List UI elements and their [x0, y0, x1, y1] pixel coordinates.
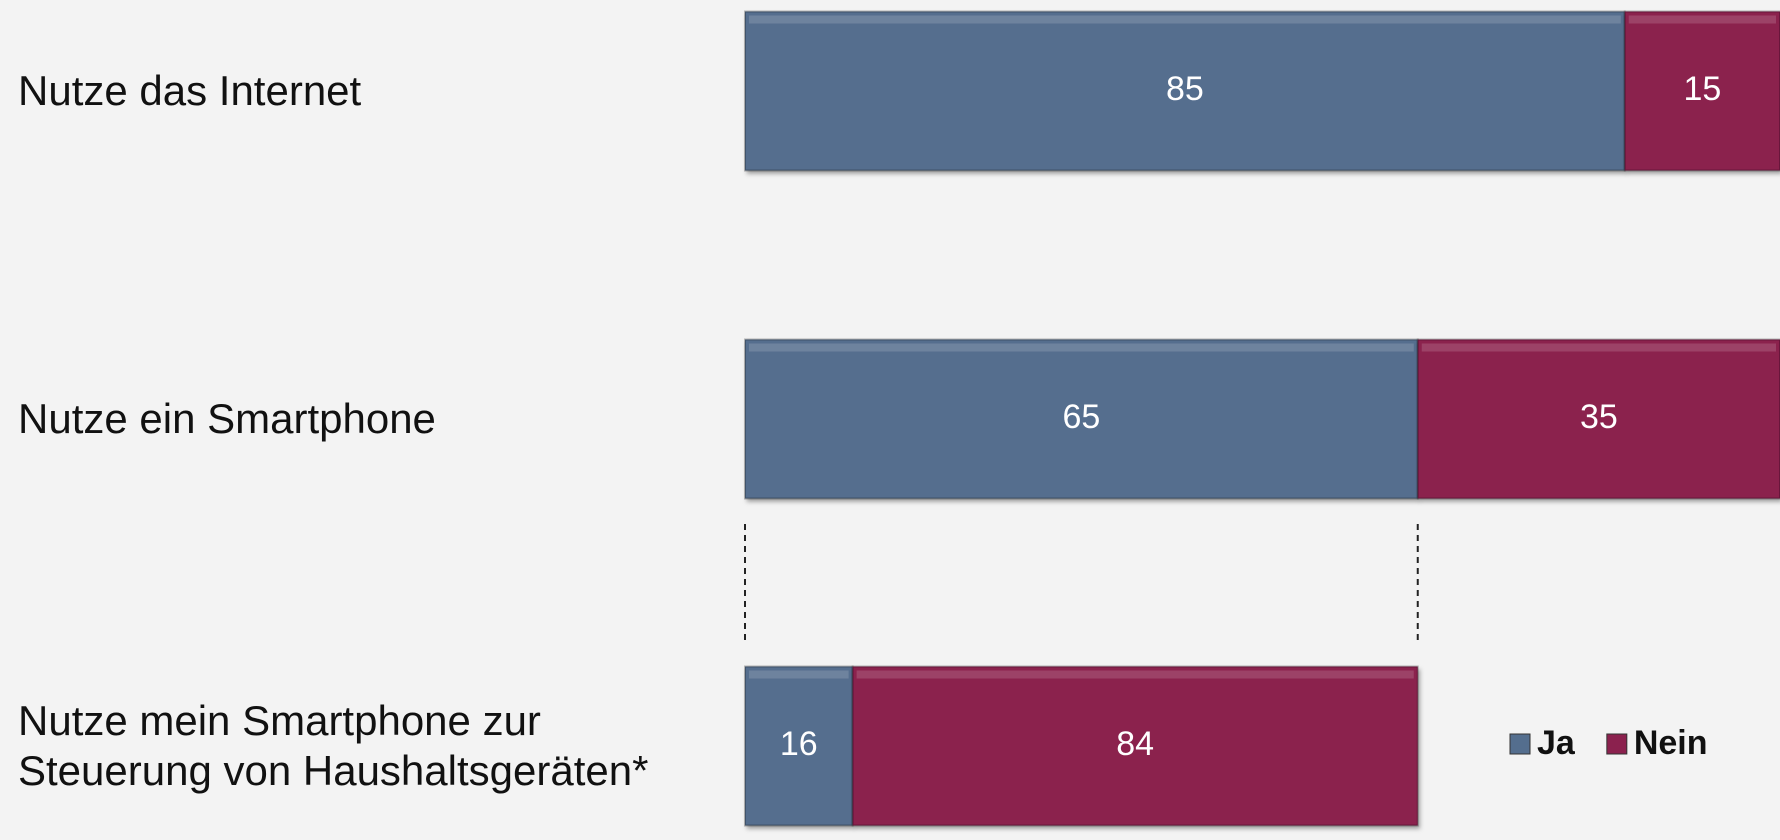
bar-highlight — [749, 343, 1414, 352]
category-label: Nutze das Internet — [18, 66, 362, 114]
data-label: 15 — [1683, 70, 1721, 108]
data-label: 16 — [780, 725, 818, 763]
data-label: 35 — [1580, 398, 1618, 436]
legend-swatch — [1606, 733, 1628, 755]
bar-segment — [1416, 338, 1780, 500]
legend-label: Nein — [1634, 724, 1708, 762]
bar-highlight — [749, 15, 1621, 24]
legend-swatch — [1509, 733, 1531, 755]
bar-segment — [744, 338, 1419, 500]
bar-segment — [744, 665, 854, 827]
data-label: 85 — [1166, 70, 1204, 108]
bar-highlight — [749, 670, 849, 679]
data-label: 84 — [1116, 725, 1154, 763]
bar-segment — [744, 10, 1626, 172]
bar-segment — [851, 665, 1419, 827]
bar-highlight — [1628, 15, 1776, 24]
category-label: Nutze ein Smartphone — [18, 394, 436, 442]
bar-segment — [1623, 10, 1780, 172]
bar-highlight — [1421, 343, 1776, 352]
bar-highlight — [856, 670, 1414, 679]
legend-label: Ja — [1537, 724, 1576, 762]
category-label: Nutze mein Smartphone zur Steuerung von … — [18, 696, 649, 794]
data-label: 65 — [1062, 398, 1100, 436]
